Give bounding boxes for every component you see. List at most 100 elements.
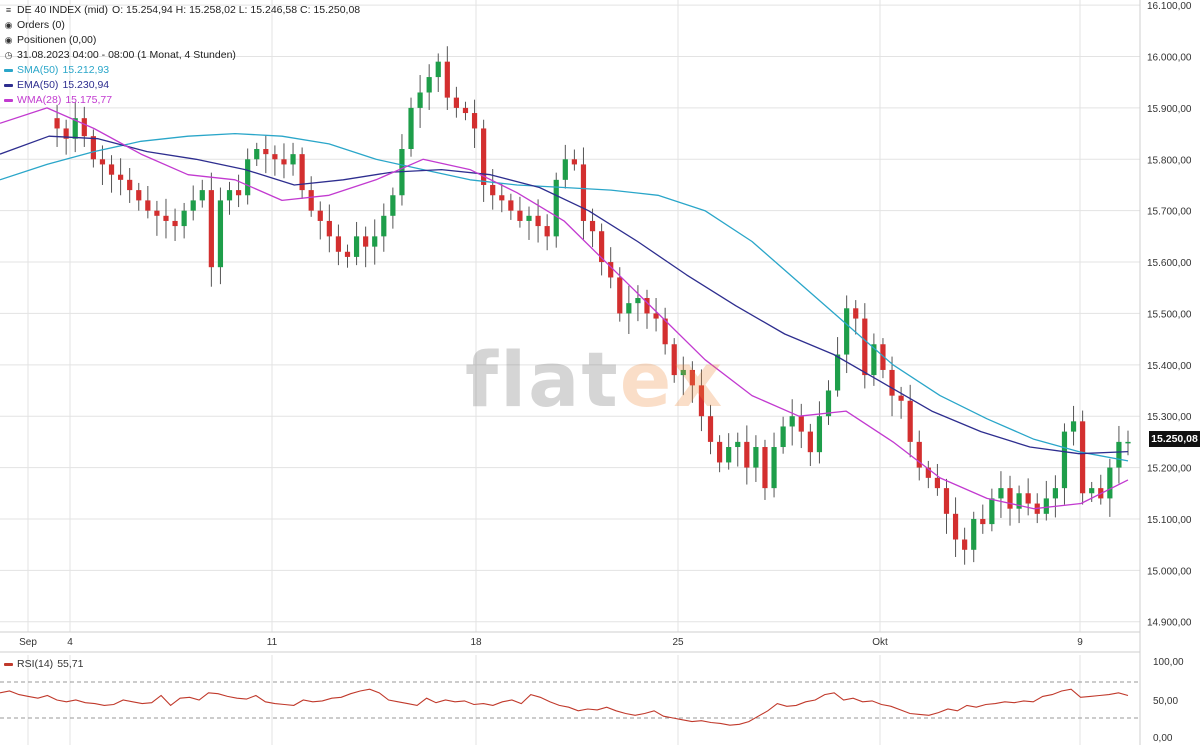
candle-body xyxy=(943,488,950,514)
candle-body xyxy=(136,190,142,201)
ema50-line xyxy=(0,135,1129,455)
candle-body xyxy=(644,298,650,314)
candle-body xyxy=(517,210,523,221)
candle-body xyxy=(444,61,450,98)
candle-body xyxy=(1016,493,1022,509)
candle-body xyxy=(72,118,78,139)
candle-body xyxy=(626,303,632,314)
candle-body xyxy=(562,159,568,180)
candle-body xyxy=(435,61,441,78)
candle-body xyxy=(1043,498,1049,514)
candle-body xyxy=(952,513,959,540)
x-tick-label: 18 xyxy=(470,637,482,648)
candle-body xyxy=(172,220,178,227)
candle-body xyxy=(980,518,986,525)
candle-body xyxy=(471,113,478,129)
candle-body xyxy=(1007,488,1013,509)
sma50-line xyxy=(0,132,1129,462)
candle-body xyxy=(90,136,96,160)
rsi-legend[interactable]: RSI(14) 55,71 xyxy=(4,658,83,670)
candle-body xyxy=(853,308,859,319)
candle-body xyxy=(299,154,305,191)
candle-body xyxy=(989,498,995,525)
legend-orders-row[interactable]: ◉ Orders (0) xyxy=(4,18,360,33)
candle-body xyxy=(417,92,423,108)
x-tick-label: 11 xyxy=(267,637,278,648)
legend-ema-row[interactable]: EMA(50) 15.230,94 xyxy=(4,78,360,93)
orders-label: Orders (0) xyxy=(17,19,65,31)
legend-instrument-row: ≡ DE 40 INDEX (mid) O: 15.254,94 H: 15.2… xyxy=(4,3,360,18)
y-tick-label: 15.300,00 xyxy=(1147,412,1192,423)
candle-body xyxy=(335,236,342,252)
candle-body xyxy=(508,200,514,211)
candle-body xyxy=(81,118,87,137)
candle-body xyxy=(544,226,550,237)
indicator-lines xyxy=(0,107,1129,510)
x-tick-label: Sep xyxy=(19,637,37,648)
candle-body xyxy=(281,159,287,165)
candle-body xyxy=(580,164,587,221)
x-tick-label: 9 xyxy=(1077,637,1083,648)
candle-body xyxy=(617,277,623,314)
candle-body xyxy=(108,164,115,175)
candle-body xyxy=(163,215,169,221)
candle-body xyxy=(553,179,559,237)
candle-body xyxy=(1080,421,1086,494)
candle-body xyxy=(181,210,187,227)
sma-value: 15.212,93 xyxy=(62,64,110,76)
candle-body xyxy=(825,390,832,417)
candle-body xyxy=(1116,441,1122,468)
rsi-tick-label: 100,00 xyxy=(1153,657,1184,668)
y-tick-label: 15.900,00 xyxy=(1147,104,1192,115)
sma-label: SMA(50) xyxy=(17,64,59,76)
rsi-panel: 100,00 50,00 0,00 xyxy=(0,657,1184,744)
candle-body xyxy=(254,149,260,160)
candle-body xyxy=(934,477,941,489)
candle-body xyxy=(925,467,931,478)
candle-body xyxy=(390,195,396,216)
wma-swatch xyxy=(4,99,13,102)
candle-body xyxy=(608,262,614,278)
y-tick-label: 15.500,00 xyxy=(1147,309,1192,320)
y-tick-label: 15.700,00 xyxy=(1147,207,1192,218)
candle-body xyxy=(145,200,151,211)
watermark-part1: flat xyxy=(465,335,620,424)
candle-body xyxy=(290,154,296,165)
y-tick-label: 15.400,00 xyxy=(1147,361,1192,372)
candle-body xyxy=(99,159,106,165)
ema-label: EMA(50) xyxy=(17,79,59,91)
candle-body xyxy=(780,426,786,448)
candle-body xyxy=(481,128,487,185)
rsi-tick-label: 0,00 xyxy=(1153,733,1173,744)
candle-body xyxy=(971,518,977,550)
candle-body xyxy=(880,344,886,370)
sma-swatch xyxy=(4,69,13,72)
candle-body xyxy=(535,215,541,227)
candle-body xyxy=(834,354,841,391)
candle-body xyxy=(762,447,768,489)
candle-body xyxy=(127,179,133,191)
candle-body xyxy=(272,154,278,160)
candle-body xyxy=(199,190,205,201)
candle-body xyxy=(771,447,777,489)
candle-body xyxy=(1107,467,1113,499)
candle-body xyxy=(907,400,913,442)
candle-body xyxy=(680,369,686,376)
rsi-line xyxy=(0,688,1129,726)
legend-positionen-row[interactable]: ◉ Positionen (0,00) xyxy=(4,33,360,48)
candle-body xyxy=(372,236,378,247)
legend-wma-row[interactable]: WMA(28) 15.175,77 xyxy=(4,93,360,108)
y-tick-label: 14.900,00 xyxy=(1147,618,1192,629)
candle-body xyxy=(453,97,460,108)
candle-body xyxy=(208,190,214,268)
legend-sma-row[interactable]: SMA(50) 15.212,93 xyxy=(4,63,360,78)
candle-body xyxy=(589,220,596,232)
candle-body xyxy=(844,308,850,355)
positionen-label: Positionen (0,00) xyxy=(17,34,97,46)
candle-body xyxy=(1089,488,1095,494)
x-tick-label: 25 xyxy=(672,637,684,648)
y-tick-label: 15.600,00 xyxy=(1147,258,1192,269)
candle-body xyxy=(381,215,387,237)
last-price-label: 15.250,08 xyxy=(1149,431,1200,447)
